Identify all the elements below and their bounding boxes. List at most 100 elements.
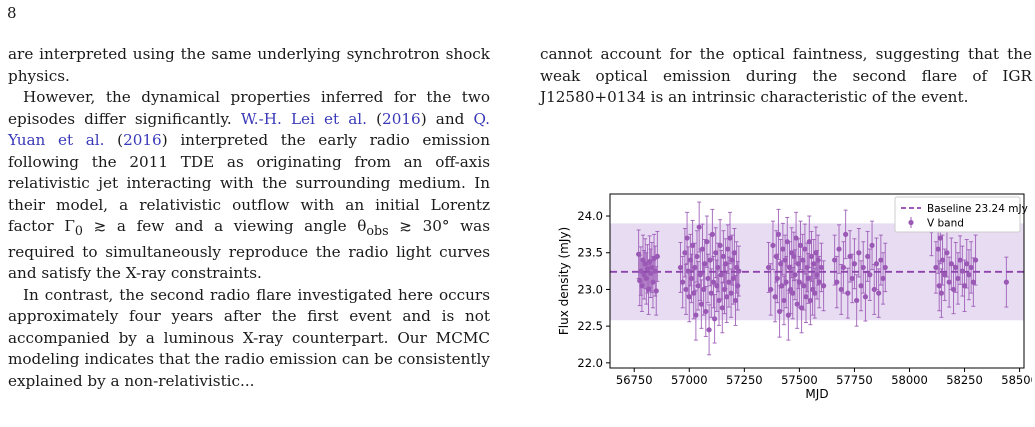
data-point [692,264,698,271]
data-point [957,257,963,263]
data-point [715,264,721,271]
data-point [688,275,695,282]
data-point [785,312,791,318]
data-point [869,242,875,248]
data-point [773,253,779,260]
data-point [966,272,972,278]
x-tick-label: 57750 [836,373,873,387]
data-point [703,308,709,315]
x-tick-label: 57250 [726,373,763,387]
data-point [1003,279,1009,285]
data-point [694,253,700,260]
paragraph-3: In contrast, the second radio flare inve… [8,285,490,390]
page-number: 8 [7,4,17,22]
data-point [730,275,736,282]
data-point [636,251,642,257]
y-tick-label: 23.5 [577,246,603,260]
y-axis-label: Flux density (mJy) [557,227,571,335]
data-point [811,261,817,267]
data-point [698,301,704,307]
data-point [732,297,739,304]
data-point [882,264,888,271]
legend-box [894,196,1021,233]
data-point [845,290,851,296]
data-point [836,246,842,252]
right-column: cannot account for the optical faintness… [540,44,1032,109]
data-point [684,235,690,241]
data-point [686,294,692,300]
data-point [858,283,864,289]
data-point [772,294,778,300]
data-point [654,253,660,260]
data-point [968,264,974,271]
data-point [871,286,877,293]
data-point [642,261,648,267]
data-point [683,286,689,293]
data-point [677,264,684,271]
data-point [695,283,701,289]
legend: Baseline 23.24 mJy V band [894,196,1028,233]
citation-lei-year[interactable]: 2016 [382,109,421,128]
data-point [816,279,822,285]
paragraph-2-text-2: and [426,109,474,128]
theta-subscript: obs [366,223,389,239]
data-point [812,290,818,296]
data-point [790,290,796,296]
data-point [798,305,805,311]
data-point [721,286,728,293]
data-point [856,250,862,256]
data-point [713,250,719,256]
legend-vband-label: V band [927,218,964,230]
data-point [843,231,849,237]
x-tick-label: 57000 [671,373,708,387]
data-point [849,275,855,282]
data-points [636,224,1009,333]
data-point [719,305,725,311]
data-point [795,261,801,267]
data-point [723,261,729,267]
data-point [862,294,869,300]
data-point [697,272,703,278]
data-point [867,272,873,278]
data-point [805,275,811,282]
citation-yuan-year[interactable]: 2016 [123,131,162,149]
paragraph-2-text-5: ≳ 30° was required to simultaneously rep… [8,217,490,283]
paragraph-2-text-4: ≳ a few and a viewing angle θ [82,217,367,235]
data-point [792,272,798,278]
data-point [937,235,943,241]
data-point [806,239,812,245]
data-point [653,288,659,294]
data-point [964,261,970,267]
data-point [735,283,741,289]
data-point [736,268,742,274]
x-tick-label: 58250 [946,373,983,387]
plot-frame [609,193,1025,369]
data-point [944,250,950,256]
data-point [731,250,738,256]
data-point [800,257,806,263]
data-point [942,272,948,278]
data-point [726,279,732,285]
data-point [959,268,965,274]
data-point [860,264,866,271]
data-point [950,286,957,293]
data-point [770,242,776,248]
data-point [704,239,710,245]
citation-yuan-author[interactable]: Q. Yuan et al. [8,109,490,150]
data-point [706,327,712,333]
data-point [776,308,783,315]
data-point [878,257,884,263]
data-point [815,257,821,263]
data-point [700,286,707,293]
data-point [725,246,731,252]
data-point [779,283,785,289]
light-curve-figure: 56750 57000 57250 57500 57750 58000 58250 58500… [548,178,1032,410]
data-point [682,250,688,256]
data-point [832,257,838,263]
data-point [717,242,723,248]
y-tick-label: 22.5 [577,319,603,333]
data-point [644,266,651,272]
citation-lei-author[interactable]: W.-H. Lei et al. [240,109,367,128]
data-point [714,283,720,289]
x-tick-label: 56750 [616,373,653,387]
